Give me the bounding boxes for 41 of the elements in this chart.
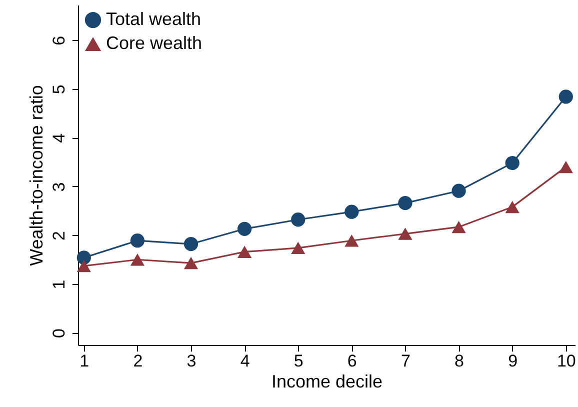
- point: [398, 196, 412, 210]
- x-tick-label: 8: [454, 352, 464, 370]
- point: [130, 254, 145, 266]
- x-tick-label: 9: [508, 352, 518, 370]
- y-tick-label: 1: [50, 280, 68, 290]
- point: [505, 200, 520, 214]
- x-tick-label: 5: [294, 352, 304, 370]
- point: [76, 260, 91, 272]
- point: [237, 246, 252, 258]
- x-tick-label: 7: [400, 352, 410, 370]
- point: [558, 90, 573, 104]
- y-tick-label: 2: [50, 231, 68, 240]
- point: [398, 228, 412, 240]
- point: [184, 256, 198, 270]
- point: [184, 236, 198, 252]
- y-tick-label: 4: [50, 133, 68, 143]
- legend-label: Total wealth: [106, 9, 202, 29]
- point: [130, 234, 145, 248]
- x-tick-label: 3: [186, 352, 196, 370]
- point: [237, 222, 252, 236]
- point: [291, 212, 306, 227]
- point: [452, 184, 466, 198]
- point: [452, 220, 466, 234]
- legend-label: Core wealth: [106, 33, 202, 53]
- x-tick-label: 4: [240, 352, 250, 370]
- point: [344, 204, 359, 219]
- y-tick-label: 0: [50, 328, 68, 338]
- x-tick-label: 1: [80, 352, 90, 370]
- point: [505, 156, 520, 170]
- point: [291, 242, 306, 254]
- x-tick-label: 6: [347, 352, 357, 370]
- y-tick-label: 6: [50, 36, 68, 46]
- y-axis-title: Wealth-to-income ratio: [26, 85, 46, 266]
- point: [558, 160, 573, 174]
- x-axis-title: Income decile: [271, 372, 383, 392]
- y-tick-label: 5: [50, 84, 68, 94]
- point: [76, 250, 91, 265]
- x-tick-label: 2: [133, 352, 143, 370]
- x-tick-label: 10: [556, 352, 576, 370]
- point: [344, 234, 359, 247]
- y-tick-label: 3: [50, 182, 68, 192]
